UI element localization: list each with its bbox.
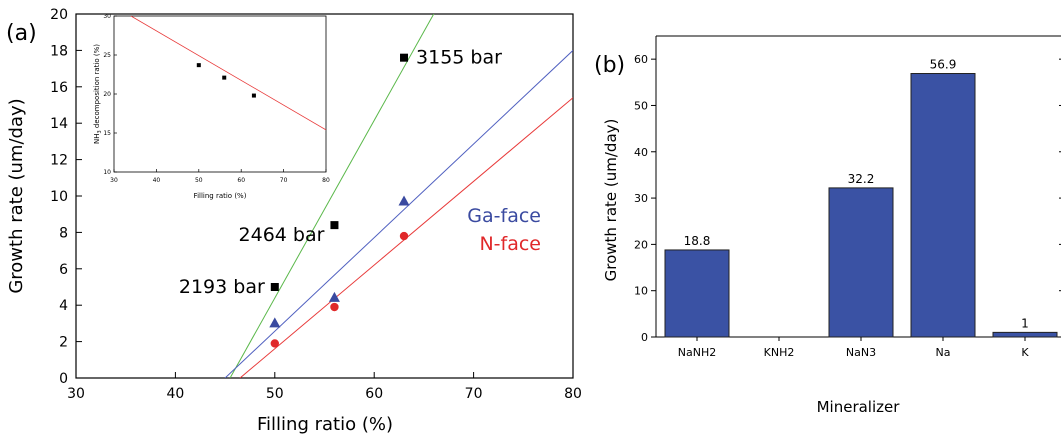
x-tick-label: 30 [67, 386, 85, 402]
x-tick-label: K [1021, 346, 1029, 359]
bar-value-label: 32.2 [848, 172, 875, 186]
x-tick-label: 40 [166, 386, 184, 402]
inset-x-tick-labels: 30 40 50 60 70 80 [110, 177, 330, 184]
x-tick-label: NaN3 [846, 346, 876, 359]
y-tick-label: 4 [59, 298, 68, 314]
fit-line [224, 50, 573, 378]
bar-value-label: 18.8 [684, 234, 711, 248]
y-tick-label: 0 [641, 331, 648, 344]
inset-x-tick-label: 60 [237, 177, 245, 184]
bar [664, 249, 730, 338]
y-tick-label: 30 [634, 192, 648, 205]
y-tick-label: 0 [59, 371, 68, 387]
panel-a-x-tick-labels: 30 40 50 60 70 80 [67, 386, 582, 402]
inset-y-axis-label: NH3 decomposition ratio (%) [93, 44, 103, 144]
panel-a-y-tick-labels: 0 2 4 6 8 10 12 14 16 18 20 [50, 7, 68, 387]
x-tick-label: KNH2 [764, 346, 795, 359]
circle-marker [399, 231, 409, 241]
panel-a-inset-chart: 30 40 50 60 70 80 10 15 20 25 30 Filling ratio (%… [93, 13, 330, 200]
x-tick-label: 60 [365, 386, 383, 402]
y-tick-label: 16 [50, 80, 68, 96]
inset-fit-line [130, 16, 326, 131]
inset-y-tick-label: 25 [103, 52, 111, 59]
pressure-annotation: 2464 bar [239, 224, 325, 246]
panel-b-x-axis-label: Mineralizer [817, 398, 901, 416]
panel-b-x-tick-labels: NaNH2 KNH2 NaN3 Na K [678, 337, 1029, 359]
panel-a-label: (a) [6, 21, 37, 46]
inset-x-tick-label: 80 [322, 177, 330, 184]
pressure-annotation: 3155 bar [416, 47, 502, 69]
panel-b-y-axis-label: Growth rate (um/day) [602, 119, 620, 282]
bar [910, 73, 976, 338]
panel-b-bar-chart: (b) 0 10 20 30 40 50 60 18.8 32.2 56.9 1 NaNH2 KNH… [594, 35, 1061, 416]
inset-y-tick-label: 30 [103, 13, 111, 20]
inset-y-tick-label: 20 [103, 91, 111, 98]
inset-square-marker [251, 93, 256, 98]
y-tick-label: 10 [634, 285, 648, 298]
inset-x-axis-label: Filling ratio (%) [194, 192, 247, 200]
inset-x-tick-label: 70 [280, 177, 288, 184]
inset-y-tick-label: 15 [103, 130, 111, 137]
square-marker [330, 221, 339, 230]
circle-marker [270, 339, 279, 348]
x-tick-label: 80 [564, 386, 582, 402]
inset-x-tick-label: 50 [195, 177, 203, 184]
inset-x-tick-label: 40 [153, 177, 161, 184]
inset-data-points [196, 63, 256, 98]
panel-a-face-labels: Ga-face N-face [467, 205, 541, 255]
y-tick-label: 6 [59, 262, 68, 278]
pressure-annotation: 2193 bar [179, 276, 265, 298]
inset-square-marker [196, 63, 201, 68]
bar [992, 331, 1058, 338]
y-tick-label: 14 [50, 116, 68, 132]
panel-b-bars: 18.8 32.2 56.9 1 [664, 58, 1058, 338]
inset-y-tick-label: 10 [103, 169, 111, 176]
panel-a-scatter-chart: (a) 30 40 50 60 70 80 0 2 4 6 8 10 12 14 16 18 20 Filli… [6, 7, 582, 435]
inset-plot-frame [113, 15, 327, 173]
y-tick-label: 2 [59, 335, 68, 351]
triangle-marker [328, 291, 340, 302]
bar [828, 187, 894, 338]
circle-marker [330, 302, 339, 312]
x-tick-label: Na [936, 346, 951, 359]
y-tick-label: 12 [50, 153, 68, 169]
y-tick-label: 18 [50, 43, 68, 59]
panel-b-label: (b) [594, 53, 625, 78]
y-tick-label: 20 [634, 238, 648, 251]
triangle-marker [398, 195, 410, 206]
fit-line [229, 14, 435, 378]
face-label: N-face [479, 233, 541, 255]
y-tick-label: 8 [59, 225, 68, 241]
y-tick-label: 20 [50, 7, 68, 23]
panel-a-x-axis-label: Filling ratio (%) [257, 414, 393, 435]
bar-value-label: 56.9 [930, 58, 957, 72]
x-tick-label: NaNH2 [678, 346, 716, 359]
x-tick-label: 50 [266, 386, 284, 402]
inset-y-tick-labels: 10 15 20 25 30 [103, 13, 111, 176]
square-marker [270, 283, 279, 291]
inset-axis-ticks [113, 15, 327, 173]
triangle-marker [269, 317, 281, 328]
panel-a-y-axis-label: Growth rate (um/day) [6, 98, 27, 293]
y-tick-label: 50 [634, 99, 648, 112]
x-tick-label: 70 [465, 386, 483, 402]
panel-a-data-points [269, 53, 410, 348]
bar-value-label: 1 [1021, 316, 1029, 330]
square-marker [400, 53, 409, 62]
y-tick-label: 40 [634, 146, 648, 159]
panel-a-axis-ticks [75, 13, 574, 379]
inset-fit-line-segment [130, 16, 326, 131]
inset-x-tick-label: 30 [110, 177, 118, 184]
panel-a-pressure-annotations: 3155 bar 2464 bar 2193 bar [179, 47, 502, 298]
y-tick-label: 10 [50, 189, 68, 205]
face-label: Ga-face [467, 205, 541, 227]
inset-square-marker [222, 75, 227, 80]
y-tick-label: 60 [634, 53, 648, 66]
